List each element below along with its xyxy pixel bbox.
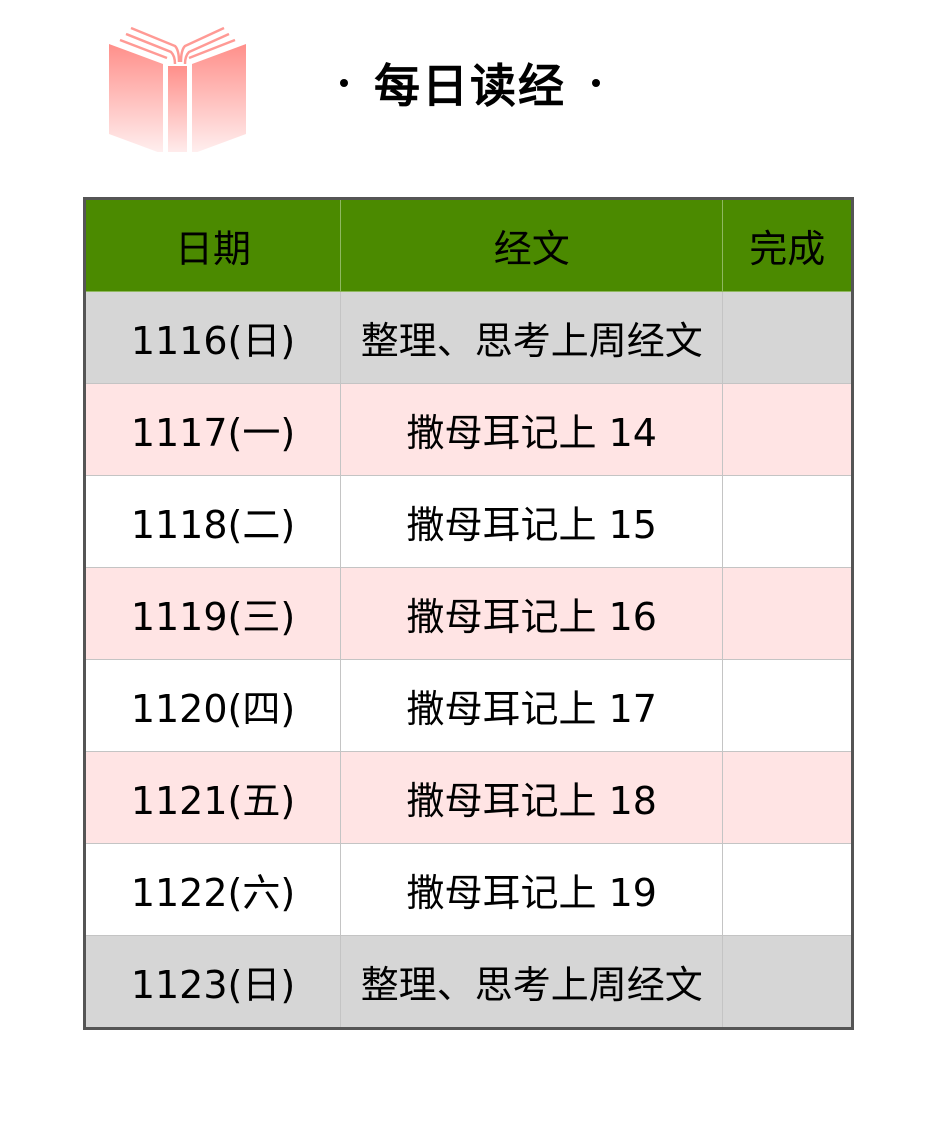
column-header-date: 日期 [84, 198, 341, 292]
table-row: 1122(六) 撒母耳记上 19 [84, 843, 853, 936]
passage-cell: 整理、思考上周经文 [339, 291, 724, 384]
date-cell: 1120(四) [84, 659, 341, 752]
passage-cell: 撒母耳记上 18 [339, 751, 724, 844]
passage-cell: 整理、思考上周经文 [339, 935, 724, 1029]
done-cell[interactable] [722, 475, 853, 568]
date-cell: 1117(一) [84, 383, 341, 476]
open-book-icon [109, 26, 246, 152]
column-header-done: 完成 [722, 198, 853, 292]
done-cell[interactable] [722, 935, 853, 1029]
passage-cell: 撒母耳记上 15 [339, 475, 724, 568]
date-cell: 1123(日) [84, 935, 341, 1029]
table-row: 1121(五) 撒母耳记上 18 [84, 751, 853, 844]
column-header-passage: 经文 [339, 198, 724, 292]
date-cell: 1119(三) [84, 567, 341, 660]
date-cell: 1116(日) [84, 291, 341, 384]
done-cell[interactable] [722, 291, 853, 384]
table-row: 1120(四) 撒母耳记上 17 [84, 659, 853, 752]
title-dot-right [592, 79, 600, 87]
date-cell: 1118(二) [84, 475, 341, 568]
title-dot-left [340, 79, 348, 87]
passage-cell: 撒母耳记上 17 [339, 659, 724, 752]
title-text: 每日读经 [374, 59, 566, 113]
table-row: 1123(日) 整理、思考上周经文 [84, 935, 853, 1029]
reading-schedule-table: 日期 经文 完成 1116(日) 整理、思考上周经文 1117(一) 撒母耳记上 14… [83, 197, 854, 1030]
date-cell: 1122(六) [84, 843, 341, 936]
table-row: 1117(一) 撒母耳记上 14 [84, 383, 853, 476]
done-cell[interactable] [722, 751, 853, 844]
done-cell[interactable] [722, 383, 853, 476]
table-row: 1116(日) 整理、思考上周经文 [84, 291, 853, 384]
date-cell: 1121(五) [84, 751, 341, 844]
done-cell[interactable] [722, 843, 853, 936]
passage-cell: 撒母耳记上 16 [339, 567, 724, 660]
table-header-row: 日期 经文 完成 [84, 198, 853, 292]
table-row: 1119(三) 撒母耳记上 16 [84, 567, 853, 660]
table-row: 1118(二) 撒母耳记上 15 [84, 475, 853, 568]
page-title: 每日读经 [0, 50, 940, 116]
passage-cell: 撒母耳记上 14 [339, 383, 724, 476]
passage-cell: 撒母耳记上 19 [339, 843, 724, 936]
done-cell[interactable] [722, 659, 853, 752]
done-cell[interactable] [722, 567, 853, 660]
